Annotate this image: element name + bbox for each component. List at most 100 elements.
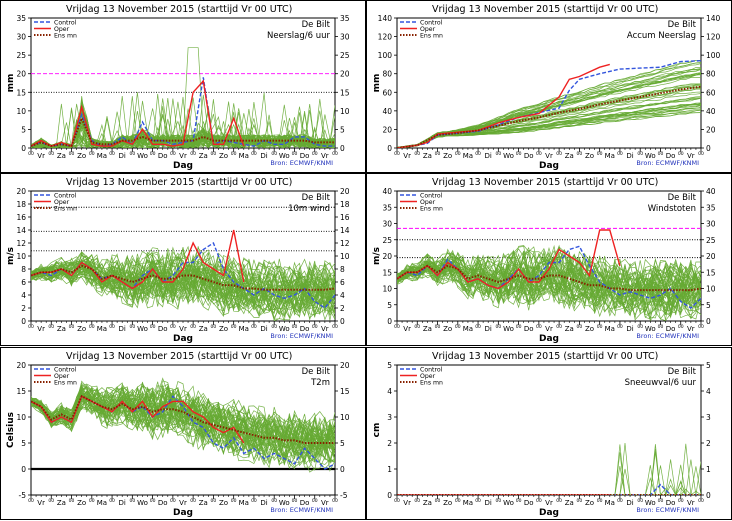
ytick-label-right: 25 — [340, 51, 350, 60]
ytick-label-left: 25 — [382, 236, 392, 245]
xtick-hour-label: 00 — [577, 498, 583, 504]
ytick-label-right: 80 — [706, 70, 716, 79]
ensemble-member-line — [397, 263, 701, 309]
xtick-hour-label: 00 — [617, 324, 623, 330]
plot-layer — [397, 59, 701, 148]
day-label: Vr — [37, 499, 45, 507]
legend-label-control: Control — [54, 20, 77, 27]
ytick-label-right: -5 — [340, 491, 348, 500]
legend-label-ensmn: Ens mn — [54, 206, 77, 213]
ensemble-member-line — [31, 265, 335, 320]
y-axis-label: Celsius — [6, 412, 16, 448]
y-axis-label: m/s — [372, 247, 382, 265]
location-label: De Bilt — [302, 367, 331, 377]
ytick-label-right: 20 — [706, 125, 716, 134]
ytick-label-left: 3 — [387, 413, 392, 422]
day-label: Do — [524, 152, 534, 160]
ytick-label-right: 30 — [706, 220, 716, 229]
xtick-hour-label: 00 — [69, 151, 75, 157]
xtick-hour-label: 00 — [89, 324, 95, 330]
xtick-hour-label: 00 — [597, 324, 603, 330]
xtick-hour-label: 00 — [231, 498, 237, 504]
ytick-label-left: 18 — [16, 200, 26, 209]
day-label: Vr — [321, 499, 329, 507]
xtick-hour-label: 00 — [109, 151, 115, 157]
ytick-label-left: 30 — [16, 33, 26, 42]
chart-title: Vrijdag 13 November 2015 (starttijd Vr 0… — [432, 351, 658, 362]
x-axis-label: Dag — [539, 161, 559, 171]
chart-panel-t2m: Vrijdag 13 November 2015 (starttijd Vr 0… — [0, 347, 366, 520]
ensemble-member-line — [397, 258, 701, 300]
series-line-oper — [397, 63, 610, 148]
ensemble-member-line — [31, 398, 335, 472]
xtick-hour-label: 00 — [678, 498, 684, 504]
day-label: Za — [57, 152, 66, 160]
ytick-label-right: 0 — [706, 317, 711, 326]
xtick-hour-label: 00 — [658, 151, 664, 157]
ytick-label-left: 25 — [16, 51, 26, 60]
xtick-hour-label: 00 — [211, 151, 217, 157]
ytick-label-right: 40 — [706, 187, 716, 196]
ytick-label-right: 0 — [706, 144, 711, 153]
xtick-hour-label: 00 — [129, 498, 135, 504]
xtick-hour-label: 00 — [475, 324, 481, 330]
variable-label: 10m wind — [288, 204, 330, 214]
ensemble-member-line — [397, 253, 701, 298]
ytick-label-left: 15 — [382, 268, 392, 277]
day-label: Ma — [97, 499, 107, 507]
plot-layer — [397, 227, 701, 321]
ytick-label-left: 10 — [16, 107, 26, 116]
day-label: Zo — [443, 499, 452, 507]
xtick-hour-label: 00 — [658, 498, 664, 504]
source-note: Bron: ECMWF/KNMI — [636, 159, 699, 167]
day-label: Wo — [137, 152, 148, 160]
day-label: Ma — [239, 499, 249, 507]
y-axis-label: cm — [372, 423, 382, 438]
day-label: Ma — [463, 499, 473, 507]
xtick-hour-label: 00 — [516, 324, 522, 330]
xtick-hour-label: 00 — [577, 324, 583, 330]
day-label: Zo — [585, 499, 594, 507]
chart-svg: Vrijdag 13 November 2015 (starttijd Vr 0… — [366, 347, 732, 520]
ytick-label-left: 4 — [387, 387, 392, 396]
legend-label-ensmn: Ens mn — [54, 33, 77, 40]
xtick-hour-label: 00 — [516, 151, 522, 157]
legend-label-control: Control — [420, 193, 443, 200]
xtick-hour-label: 00 — [637, 151, 643, 157]
xtick-hour-label: 00 — [455, 324, 461, 330]
xtick-hour-label: 00 — [394, 324, 400, 330]
ytick-label-left: 14 — [16, 226, 26, 235]
xtick-hour-label: 00 — [129, 324, 135, 330]
legend-label-oper: Oper — [54, 26, 70, 33]
chart-panel-precip-6h: Vrijdag 13 November 2015 (starttijd Vr 0… — [0, 0, 366, 173]
ensemble-member-line — [397, 266, 701, 319]
ensemble-member-line — [397, 104, 701, 148]
day-label: Za — [565, 499, 574, 507]
chart-panel-10m-wind: Vrijdag 13 November 2015 (starttijd Vr 0… — [0, 173, 366, 346]
day-label: Wo — [645, 499, 656, 507]
chart-panel-wind-gusts: Vrijdag 13 November 2015 (starttijd Vr 0… — [366, 173, 732, 346]
xtick-hour-label: 00 — [69, 324, 75, 330]
ytick-label-right: 3 — [706, 413, 711, 422]
day-label: Vr — [37, 152, 45, 160]
xtick-hour-label: 00 — [332, 151, 338, 157]
day-label: Wo — [645, 152, 656, 160]
ensemble-member-line — [31, 380, 335, 443]
ytick-label-left: 12 — [16, 239, 26, 248]
day-label: Zo — [77, 152, 86, 160]
source-note: Bron: ECMWF/KNMI — [270, 506, 333, 514]
chart-title: Vrijdag 13 November 2015 (starttijd Vr 0… — [66, 177, 292, 188]
xtick-hour-label: 00 — [698, 498, 704, 504]
ytick-label-right: 60 — [706, 88, 716, 97]
day-label: Ma — [97, 152, 107, 160]
source-note: Bron: ECMWF/KNMI — [270, 159, 333, 167]
day-label: Zo — [585, 152, 594, 160]
ytick-label-right: 5 — [340, 125, 345, 134]
day-label: Di — [626, 499, 633, 507]
xtick-hour-label: 00 — [129, 151, 135, 157]
day-label: Di — [119, 499, 126, 507]
ytick-label-left: 5 — [21, 125, 26, 134]
xtick-hour-label: 00 — [617, 151, 623, 157]
xtick-hour-label: 00 — [435, 498, 441, 504]
